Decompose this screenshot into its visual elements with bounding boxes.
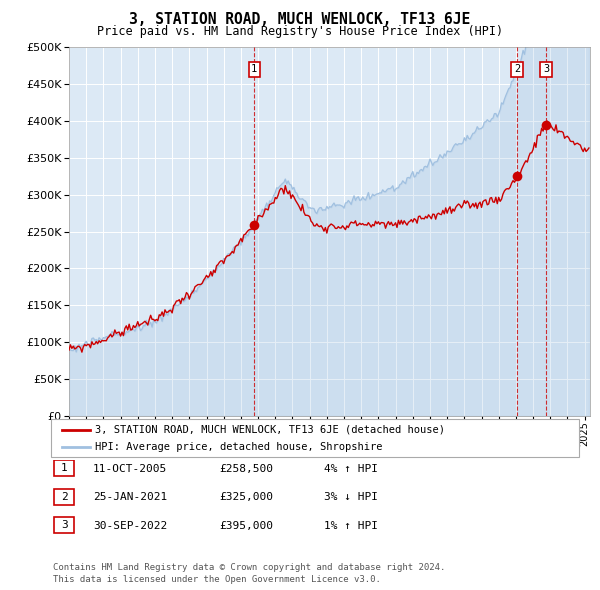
Text: 3, STATION ROAD, MUCH WENLOCK, TF13 6JE (detached house): 3, STATION ROAD, MUCH WENLOCK, TF13 6JE …	[95, 425, 445, 435]
Text: £258,500: £258,500	[219, 464, 273, 474]
Text: 1% ↑ HPI: 1% ↑ HPI	[324, 521, 378, 530]
Text: 2: 2	[514, 64, 520, 74]
Text: 11-OCT-2005: 11-OCT-2005	[93, 464, 167, 474]
Text: £395,000: £395,000	[219, 521, 273, 530]
Text: HPI: Average price, detached house, Shropshire: HPI: Average price, detached house, Shro…	[95, 441, 382, 451]
Text: 25-JAN-2021: 25-JAN-2021	[93, 493, 167, 502]
Text: Price paid vs. HM Land Registry's House Price Index (HPI): Price paid vs. HM Land Registry's House …	[97, 25, 503, 38]
Text: 1: 1	[61, 464, 68, 473]
Text: 4% ↑ HPI: 4% ↑ HPI	[324, 464, 378, 474]
Text: 3: 3	[543, 64, 549, 74]
Text: £325,000: £325,000	[219, 493, 273, 502]
Text: 3: 3	[61, 520, 68, 530]
Text: 2: 2	[61, 492, 68, 502]
Text: This data is licensed under the Open Government Licence v3.0.: This data is licensed under the Open Gov…	[53, 575, 380, 584]
Text: 1: 1	[251, 64, 257, 74]
Text: 30-SEP-2022: 30-SEP-2022	[93, 521, 167, 530]
Text: 3, STATION ROAD, MUCH WENLOCK, TF13 6JE: 3, STATION ROAD, MUCH WENLOCK, TF13 6JE	[130, 12, 470, 27]
Text: Contains HM Land Registry data © Crown copyright and database right 2024.: Contains HM Land Registry data © Crown c…	[53, 563, 445, 572]
Text: 3% ↓ HPI: 3% ↓ HPI	[324, 493, 378, 502]
